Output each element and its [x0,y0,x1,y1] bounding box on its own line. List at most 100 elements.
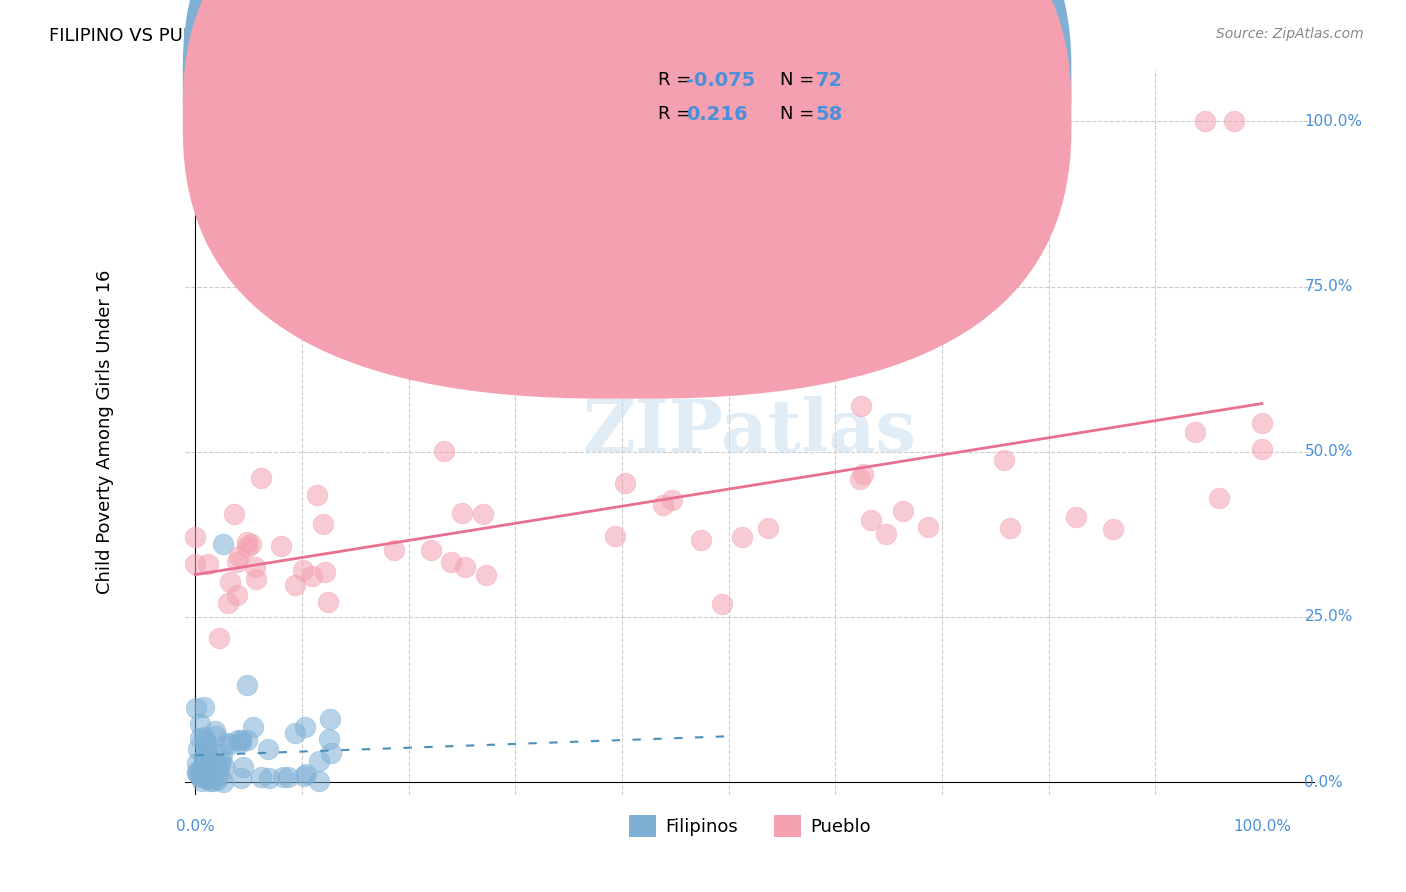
Point [225,555,247,569]
Text: 75.0%: 75.0% [1305,279,1353,294]
Point [184,557,207,571]
Point [194,755,217,769]
Point [201,774,224,789]
Point [208,757,231,772]
Point [225,588,247,602]
Point [190,771,212,785]
Point [212,775,235,789]
Point [245,560,267,574]
Point [1222,114,1244,128]
Text: 100.0%: 100.0% [1305,114,1362,128]
Point [231,735,253,749]
Point [186,756,208,770]
Point [471,508,494,522]
Point [1194,114,1216,128]
Point [195,746,218,760]
Point [197,557,219,571]
Point [454,559,477,574]
Point [191,759,214,773]
Point [661,492,683,507]
Point [195,755,218,769]
Point [319,746,342,760]
Point [188,768,211,782]
Point [308,774,330,789]
Point [218,574,240,589]
Point [249,770,271,784]
Point [194,770,217,784]
Point [193,733,215,747]
Point [205,729,228,743]
Point [208,768,231,782]
Point [308,754,330,768]
Point [613,475,636,490]
Point [184,530,207,544]
Point [917,520,939,534]
Point [217,596,239,610]
Text: FILIPINO VS PUEBLO CHILD POVERTY AMONG GIRLS UNDER 16 CORRELATION CHART: FILIPINO VS PUEBLO CHILD POVERTY AMONG G… [49,27,811,45]
Point [195,772,218,786]
Point [859,513,882,527]
Point [1184,425,1206,439]
Text: 0.216: 0.216 [686,104,748,124]
Point [197,764,219,778]
Point [193,751,215,765]
Point [188,717,211,731]
Point [229,772,252,786]
Point [205,759,228,773]
Text: 50.0%: 50.0% [1305,444,1353,459]
Point [193,700,215,714]
Point [193,730,215,744]
Point [382,543,405,558]
Point [205,773,228,788]
Point [891,504,914,518]
Point [188,766,211,780]
Point [605,529,627,543]
Point [232,760,254,774]
Point [652,498,675,512]
Point [1208,491,1230,506]
Text: 0.0%: 0.0% [176,819,215,833]
Text: N =: N = [780,71,820,89]
Point [250,471,273,485]
Point [187,741,209,756]
Point [271,771,294,785]
Text: 58: 58 [815,104,842,124]
Point [711,597,734,611]
Text: 100.0%: 100.0% [1233,819,1291,833]
Point [433,444,456,458]
Point [730,530,752,544]
Point [284,578,307,592]
Point [277,770,299,784]
Point [198,764,221,778]
Text: R =: R = [658,105,697,123]
Point [236,677,259,691]
Point [201,758,224,772]
Point [219,738,242,752]
Point [222,507,245,521]
Point [318,712,340,726]
Point [186,765,208,780]
Point [235,732,257,747]
Text: N =: N = [780,105,820,123]
Point [292,563,315,577]
Point [295,766,318,780]
Point [257,772,280,786]
Point [228,549,250,563]
Point [998,521,1021,535]
Point [1064,510,1087,524]
Point [756,521,779,535]
Point [197,761,219,775]
Point [194,747,217,761]
Point [849,472,872,486]
Point [191,761,214,775]
Point [197,764,219,779]
Point [440,555,463,569]
Point [231,733,253,747]
Point [198,774,221,789]
Point [316,595,339,609]
Point [256,741,278,756]
Point [852,467,875,482]
Text: 0.0%: 0.0% [1305,774,1343,789]
Point [188,731,211,745]
Point [214,758,236,772]
